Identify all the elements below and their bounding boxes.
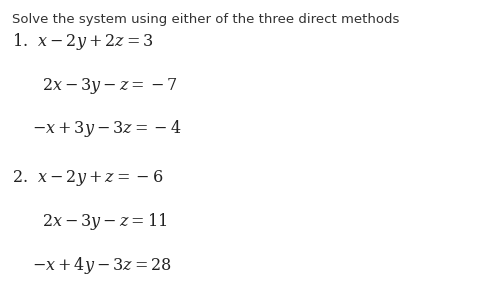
Text: $-x + 4y - 3z = 28$: $-x + 4y - 3z = 28$: [32, 255, 172, 276]
Text: 2.  $x - 2y + z = -6$: 2. $x - 2y + z = -6$: [12, 168, 164, 188]
Text: $2x - 3y - z = -7$: $2x - 3y - z = -7$: [42, 76, 178, 96]
Text: Solve the system using either of the three direct methods: Solve the system using either of the thr…: [12, 13, 400, 26]
Text: 1.  $x - 2y + 2z = 3$: 1. $x - 2y + 2z = 3$: [12, 31, 154, 52]
Text: $-x + 3y - 3z = -4$: $-x + 3y - 3z = -4$: [32, 118, 182, 139]
Text: $2x - 3y - z = 11$: $2x - 3y - z = 11$: [42, 211, 167, 232]
